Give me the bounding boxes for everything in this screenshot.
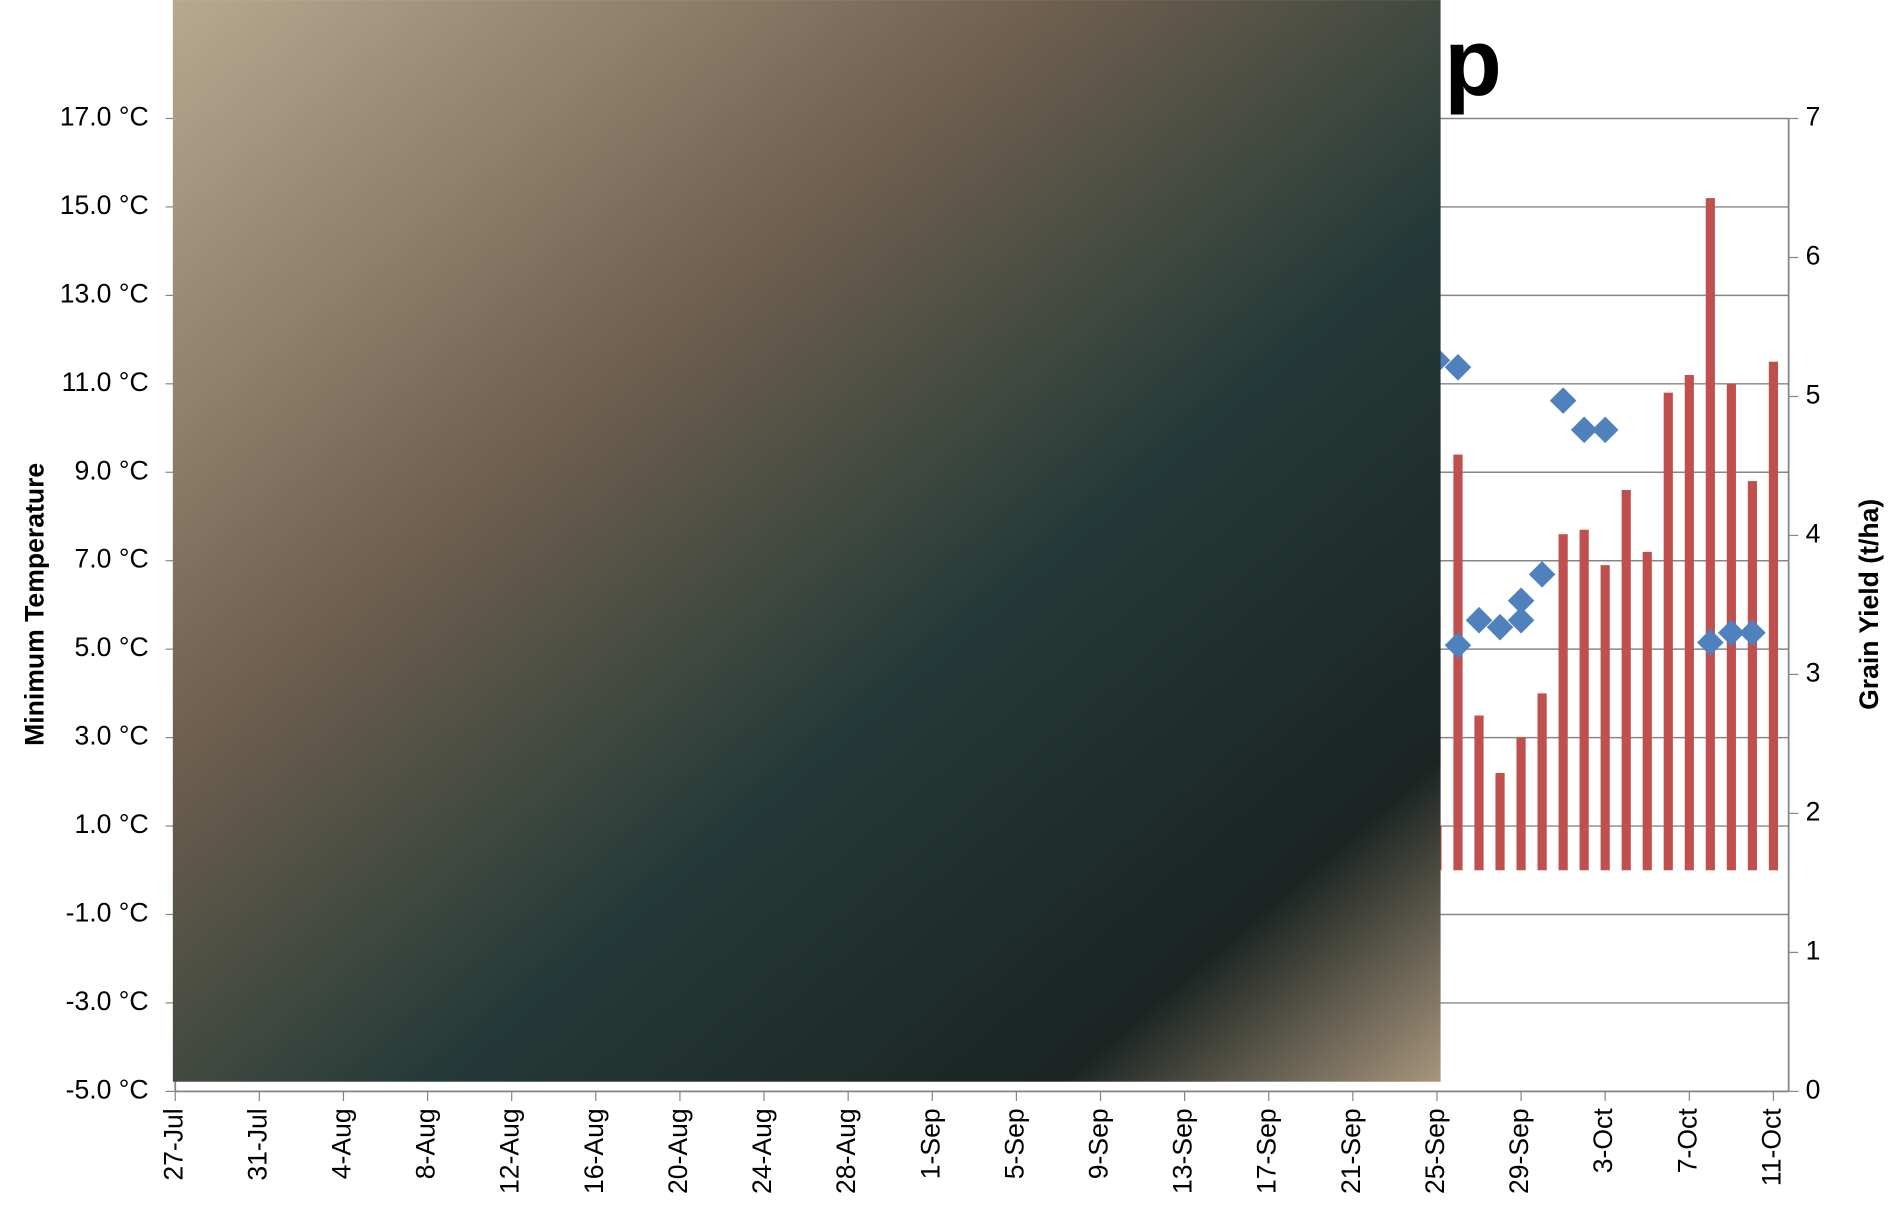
marker (1486, 613, 1514, 641)
marker (1465, 606, 1493, 634)
x-tick-label: 17-Sep (1252, 1108, 1282, 1194)
x-tick-label: 29-Sep (1504, 1108, 1534, 1194)
y2-tick-label: 3 (1806, 657, 1821, 687)
y-tick-label: 11.0 °C (62, 367, 149, 397)
bar (1558, 534, 1568, 871)
y-tick-label: 3.0 °C (74, 721, 148, 751)
bar (1705, 198, 1715, 871)
y2-tick-label: 5 (1806, 379, 1821, 409)
marker (1570, 416, 1598, 444)
y-axis-label: Minimum Temperature (19, 463, 49, 746)
y-tick-label: 7.0 °C (74, 544, 148, 574)
x-tick-label: 9-Sep (1084, 1108, 1114, 1179)
x-tick-label: 12-Aug (495, 1108, 525, 1194)
marker (1591, 416, 1619, 444)
x-tick-label: 31-Jul (242, 1108, 272, 1180)
bar (1474, 715, 1484, 871)
chart-title: p (1444, 10, 1502, 115)
y2-axis-label: Grain Yield (t/ha) (1854, 499, 1884, 710)
x-tick-label: 28-Aug (831, 1108, 861, 1194)
y2-tick-label: 4 (1806, 518, 1821, 548)
marker (1507, 606, 1535, 634)
x-tick-label: 5-Sep (999, 1108, 1029, 1179)
marker (1739, 619, 1766, 647)
y2-tick-label: 7 (1806, 102, 1821, 132)
y-tick-label: 1.0 °C (74, 809, 148, 839)
marker (1444, 353, 1472, 381)
marker (1528, 561, 1556, 588)
x-tick-label: 13-Sep (1168, 1108, 1198, 1194)
x-tick-label: 16-Aug (579, 1108, 609, 1194)
x-tick-label: 8-Aug (411, 1108, 441, 1179)
x-tick-label: 21-Sep (1336, 1108, 1366, 1194)
bar (1747, 481, 1757, 871)
x-tick-label: 1-Sep (915, 1108, 945, 1179)
bar (1495, 772, 1505, 871)
x-tick-label: 7-Oct (1672, 1108, 1702, 1174)
plot-layer: -5.0 °C -3.0 °C -1.0 °C 1.0 °C 3.0 °C 5.0 °C 7… (60, 102, 1821, 1195)
x-tick-label: 20-Aug (663, 1108, 693, 1194)
bar (1621, 489, 1631, 871)
bar (1579, 529, 1589, 871)
photo-overlay (172, 0, 1441, 1082)
marker (1444, 631, 1472, 659)
y2-tick-label: 6 (1806, 240, 1821, 270)
marker (1549, 387, 1577, 414)
bar (1600, 565, 1610, 871)
y-tick-label: 13.0 °C (60, 278, 149, 308)
y2-tick-label: 1 (1806, 935, 1821, 965)
x-tick-label: 27-Jul (158, 1108, 188, 1180)
bar (1684, 374, 1694, 871)
x-tick-label: 3-Oct (1588, 1108, 1618, 1174)
y2-tick-label: 2 (1806, 796, 1821, 826)
x-tick-label: 24-Aug (747, 1108, 777, 1194)
y-tick-label: -5.0 °C (66, 1074, 149, 1104)
x-tick-label: 4-Aug (326, 1108, 356, 1179)
x-tick-label: 11-Oct (1756, 1108, 1786, 1186)
y-tick-label: 9.0 °C (74, 455, 148, 485)
y-tick-label: 17.0 °C (60, 102, 149, 132)
bar (1453, 454, 1463, 871)
bar (1537, 693, 1547, 871)
y-tick-label: 5.0 °C (74, 632, 148, 662)
bar (1516, 737, 1526, 871)
bar (1768, 361, 1779, 871)
y-tick-label: 15.0 °C (60, 190, 149, 220)
x-tick-label: 25-Sep (1420, 1108, 1450, 1194)
y-tick-label: -1.0 °C (66, 898, 149, 928)
y-tick-label: -3.0 °C (66, 986, 149, 1016)
y2-tick-label: 0 (1806, 1074, 1821, 1104)
bar (1642, 551, 1652, 871)
bar (1663, 392, 1673, 871)
